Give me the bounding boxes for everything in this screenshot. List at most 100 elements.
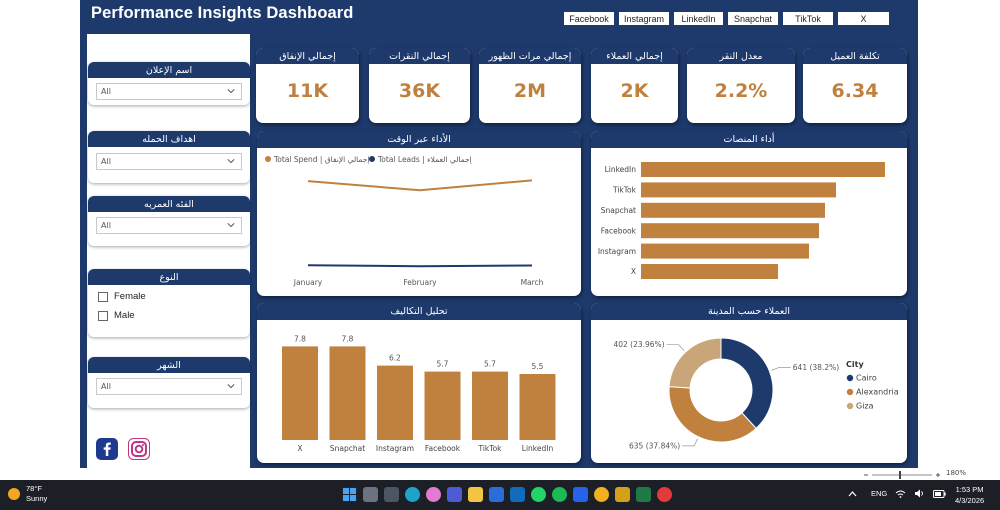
month-slicer: الشهر All: [88, 357, 250, 408]
y-tick-label: Snapchat: [601, 206, 636, 215]
slicer-title: النوع: [88, 269, 250, 285]
campaign-goals-dropdown[interactable]: All: [96, 153, 242, 170]
bar[interactable]: [377, 365, 413, 440]
teams-icon[interactable]: [447, 487, 462, 502]
kpi-cost-per-lead: تكلفة العميل 6.34: [803, 48, 907, 123]
gender-option-male[interactable]: Male: [98, 310, 135, 321]
data-label: 6.2: [389, 354, 401, 363]
chart-title: تحليل التكاليف: [257, 303, 581, 320]
tab-snapchat[interactable]: Snapchat: [727, 11, 779, 26]
performance-over-time-chart: الأداء عبر الوقت Total Spend | إجمالي ال…: [257, 131, 581, 296]
data-label: 635 (37.84%): [629, 441, 680, 450]
chevron-down-icon: [227, 89, 235, 94]
chart-title: أداء المنصات: [591, 131, 907, 148]
instagram-icon[interactable]: [128, 438, 150, 460]
campaign-goals-slicer: اهداف الحمله All: [88, 131, 250, 183]
legend-title: City: [846, 360, 864, 369]
series-line-1: [307, 264, 533, 268]
zoom-slider[interactable]: [862, 471, 942, 479]
series-line-0: [307, 179, 533, 192]
media-app-icon[interactable]: [657, 487, 672, 502]
tab-tiktok[interactable]: TikTok: [782, 11, 834, 26]
kpi-value: 36K: [398, 80, 441, 102]
battery-icon[interactable]: [933, 489, 946, 498]
tab-instagram[interactable]: Instagram: [618, 11, 670, 26]
bar[interactable]: [641, 264, 778, 279]
donut-slice-giza[interactable]: [668, 337, 722, 389]
file-explorer-icon[interactable]: [468, 487, 483, 502]
checkbox[interactable]: [98, 310, 108, 321]
widgets-icon[interactable]: [384, 487, 399, 502]
option-label: Female: [114, 291, 146, 302]
bar[interactable]: [282, 346, 318, 440]
gender-option-female[interactable]: Female: [98, 291, 146, 302]
excel-icon[interactable]: [636, 487, 651, 502]
leader-line: [666, 344, 685, 351]
data-label: 5.7: [484, 360, 496, 369]
option-label: Male: [114, 310, 135, 321]
tab-linkedin[interactable]: LinkedIn: [673, 11, 724, 26]
line-chart-svg: Total Spend | إجمالي الإنفاق Total Leads …: [265, 155, 544, 287]
leader-line: [682, 438, 698, 447]
bar[interactable]: [472, 371, 508, 440]
chart-title: الأداء عبر الوقت: [257, 131, 581, 148]
x-tick-label: March: [521, 278, 544, 287]
sun-icon: [8, 488, 20, 500]
chevron-up-icon[interactable]: [848, 490, 857, 497]
bar[interactable]: [641, 202, 825, 218]
powerbi-icon[interactable]: [615, 487, 630, 502]
slicer-title: الفئه العمريه: [88, 196, 250, 212]
x-tick-label: Facebook: [425, 444, 461, 453]
tab-facebook[interactable]: Facebook: [563, 11, 615, 26]
facebook-icon[interactable]: [96, 438, 118, 460]
tab-x[interactable]: X: [837, 11, 890, 26]
x-tick-label: January: [293, 278, 323, 287]
donut-slice-alexandria[interactable]: [668, 386, 757, 443]
y-tick-label: LinkedIn: [605, 165, 637, 174]
legend-entry: Giza: [856, 402, 874, 411]
word-icon[interactable]: [573, 487, 588, 502]
kpi-title: إجمالي الإنفاق: [256, 48, 359, 64]
data-label: 7.8: [342, 334, 354, 343]
legend-marker: [369, 156, 375, 162]
status-bar: 180%: [0, 468, 1000, 480]
weather-temp: 78°F: [26, 484, 42, 493]
clock[interactable]: 1:53 PM 4/3/2026: [955, 484, 984, 506]
chevron-down-icon: [227, 223, 235, 228]
copilot-icon[interactable]: [426, 487, 441, 502]
checkbox[interactable]: [98, 291, 108, 302]
language-indicator[interactable]: ENG: [871, 489, 888, 498]
ad-name-dropdown[interactable]: All: [96, 83, 242, 100]
spotify-icon[interactable]: [552, 487, 567, 502]
weather-widget[interactable]: 78°F Sunny: [8, 484, 47, 504]
store-icon[interactable]: [489, 487, 504, 502]
wifi-icon[interactable]: [895, 490, 906, 498]
bar[interactable]: [329, 346, 366, 440]
bar[interactable]: [424, 371, 461, 440]
vbar-chart-svg: 7.8 X 7.8 Snapchat 6.2 Instagram 5.7 Facebook 5.…: [282, 334, 556, 453]
donut-slice-cairo[interactable]: [720, 337, 774, 430]
zoom-level: 180%: [946, 469, 967, 477]
bar[interactable]: [641, 223, 819, 239]
chrome-icon[interactable]: [594, 487, 609, 502]
bar[interactable]: [641, 182, 836, 198]
kpi-title: إجمالي العملاء: [591, 48, 678, 64]
data-label: 641 (38.2%): [793, 363, 839, 372]
whatsapp-icon[interactable]: [531, 487, 546, 502]
edge-icon[interactable]: [405, 487, 420, 502]
gender-slicer: النوع Female Male: [88, 269, 250, 337]
bar[interactable]: [641, 162, 885, 177]
bar[interactable]: [641, 243, 809, 259]
data-label: 5.5: [532, 362, 544, 371]
outlook-icon[interactable]: [510, 487, 525, 502]
volume-icon[interactable]: [914, 489, 925, 498]
bar[interactable]: [519, 374, 556, 440]
clock-date: 4/3/2026: [955, 496, 985, 505]
task-view-icon[interactable]: [363, 487, 378, 502]
month-dropdown[interactable]: All: [96, 378, 242, 395]
x-tick-label: Instagram: [376, 444, 414, 453]
page-title: Performance Insights Dashboard: [91, 4, 354, 22]
taskbar: 78°F Sunny ENG 1:53 PM 4/3/2026: [0, 480, 1000, 510]
windows-start-icon[interactable]: [342, 487, 357, 502]
age-group-dropdown[interactable]: All: [96, 217, 242, 234]
